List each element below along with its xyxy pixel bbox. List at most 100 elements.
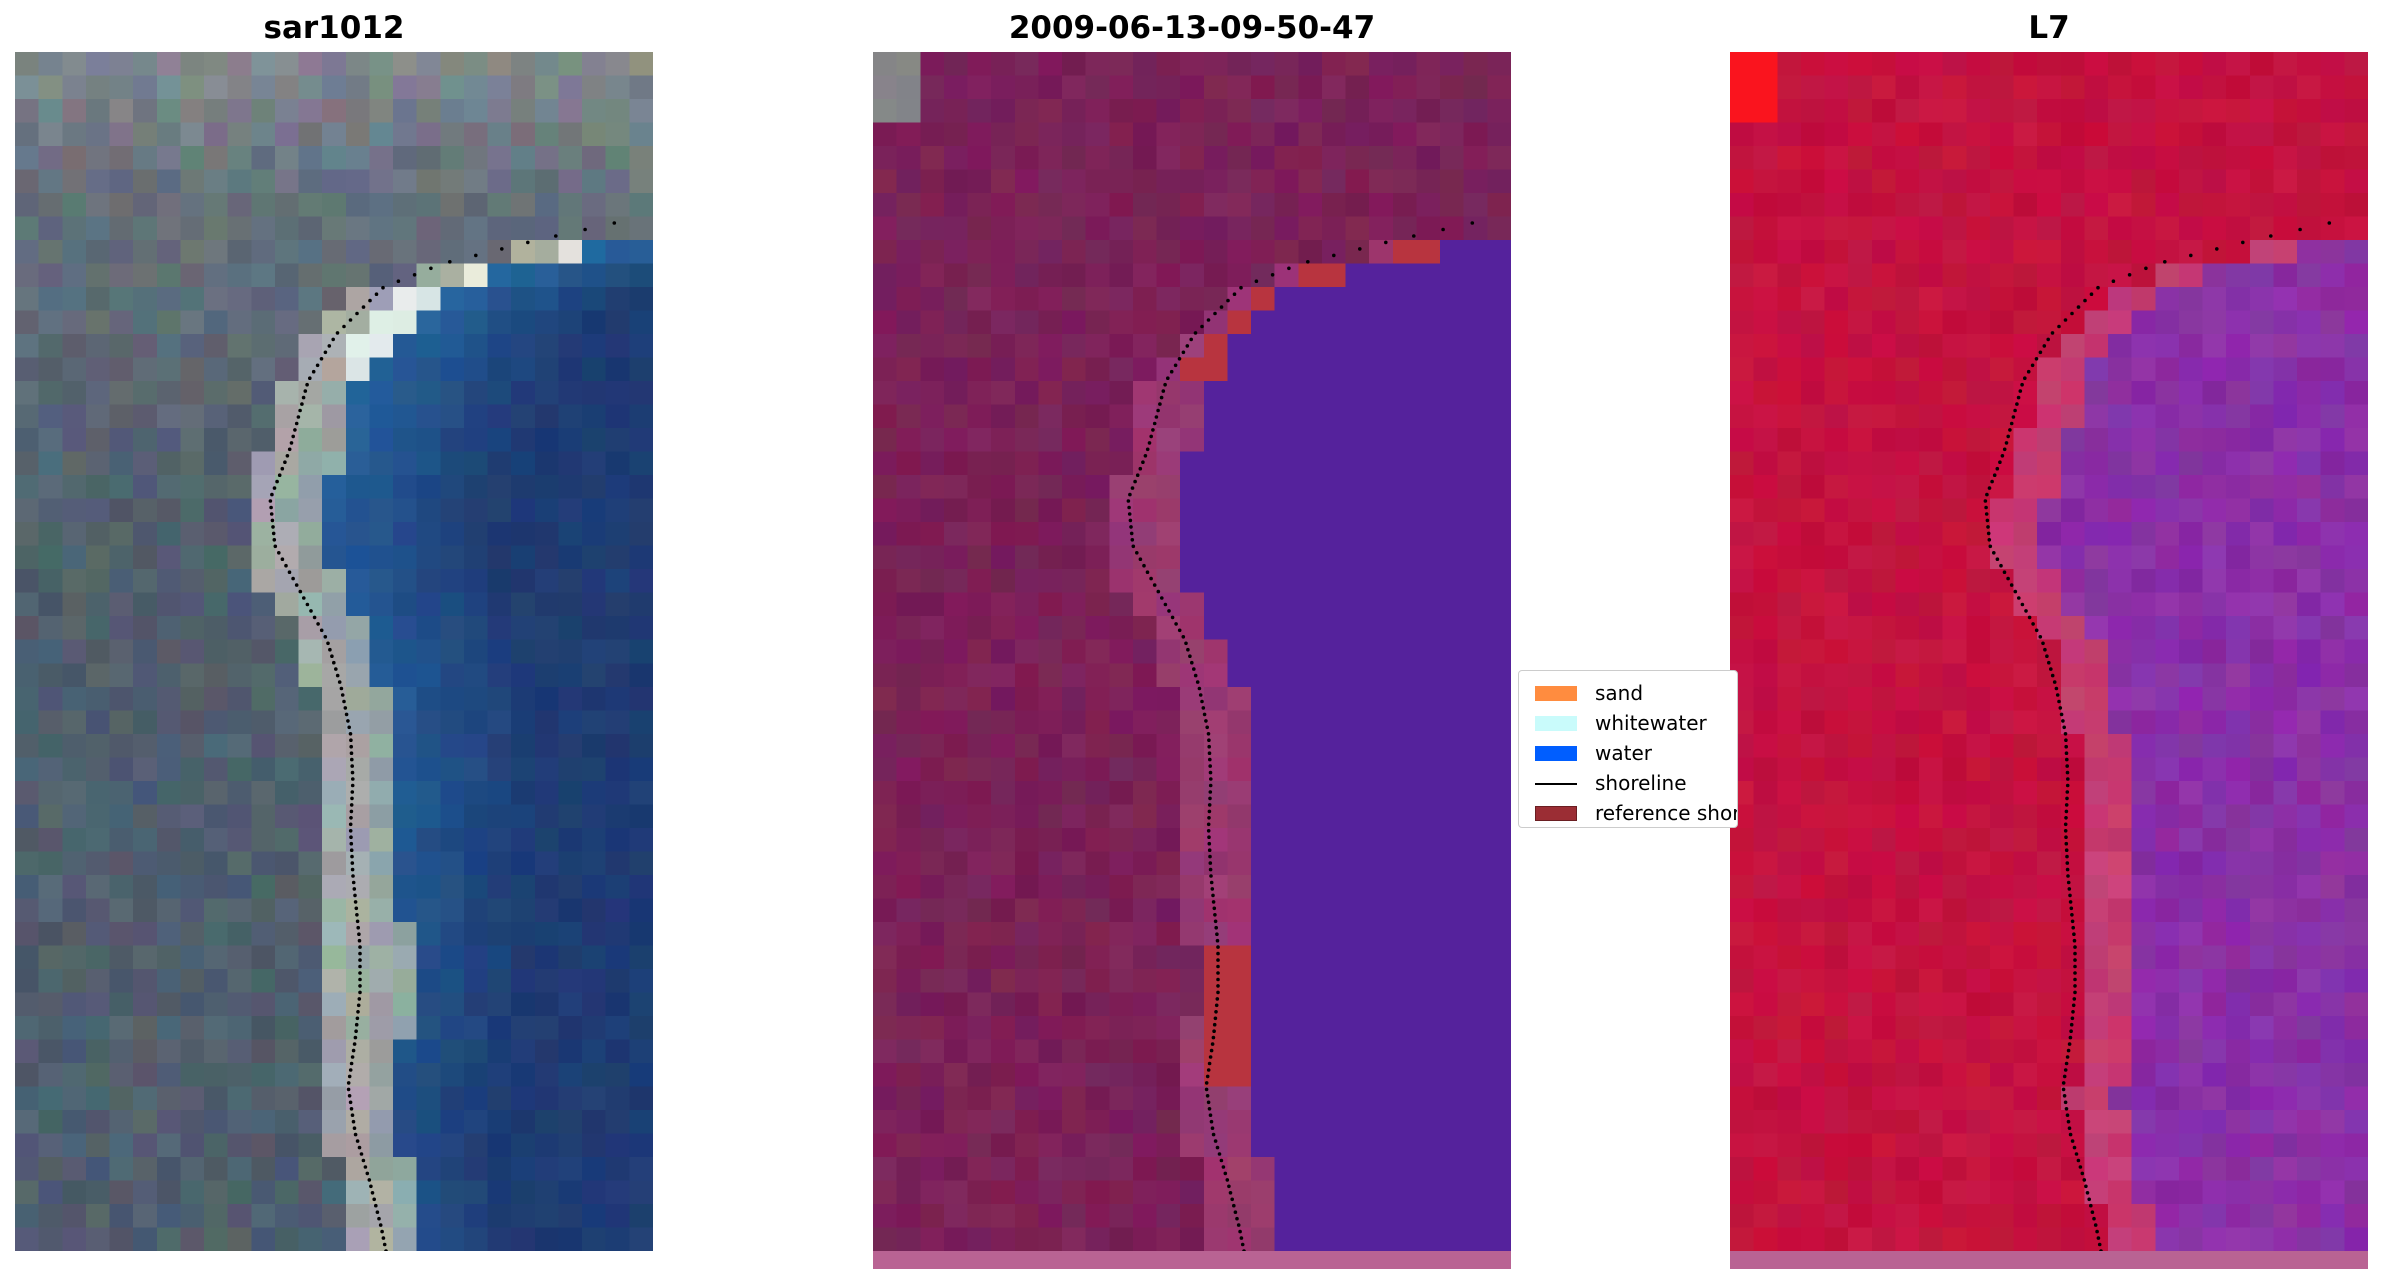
- shoreline-point: [2065, 867, 2070, 872]
- shoreline-point: [2067, 1126, 2072, 1130]
- sand-swatch: [1535, 686, 1577, 701]
- shoreline-point: [2061, 719, 2065, 723]
- shoreline-point: [344, 712, 349, 717]
- shoreline-point: [305, 602, 310, 607]
- reference-shoreline-band: [1730, 1251, 2368, 1269]
- shoreline-point: [500, 247, 504, 251]
- shoreline-point: [1163, 602, 1168, 607]
- shoreline-point: [2066, 1119, 2071, 1124]
- shoreline-point: [1133, 479, 1137, 484]
- shoreline-point: [1129, 531, 1134, 536]
- shoreline-point: [1211, 1132, 1216, 1137]
- shoreline-point: [2087, 1197, 2091, 1202]
- reference-shoreline-swatch: [1535, 806, 1577, 821]
- shoreline-point: [1227, 1184, 1231, 1189]
- shoreline-point: [1170, 615, 1175, 620]
- shoreline-point: [2072, 932, 2076, 936]
- shoreline-point: [2066, 1048, 2071, 1053]
- shoreline-point: [1216, 971, 1220, 975]
- shoreline-point: [2058, 706, 2063, 710]
- shoreline-point: [350, 757, 354, 762]
- shoreline-point: [2072, 938, 2077, 943]
- shoreline-point: [340, 693, 345, 697]
- shoreline-point: [1190, 660, 1194, 665]
- shoreline-point: [1209, 1119, 1214, 1124]
- shoreline-point: [294, 583, 299, 587]
- shoreline-point: [2066, 874, 2070, 878]
- shoreline-point: [1193, 331, 1198, 335]
- shoreline-point: [1177, 628, 1182, 633]
- shoreline-point: [271, 525, 275, 529]
- shoreline-point: [2069, 906, 2074, 911]
- shoreline-point: [342, 699, 346, 704]
- legend-item-sand: sand: [1527, 679, 1737, 707]
- shoreline-point: [270, 518, 275, 523]
- shoreline-point: [2002, 447, 2007, 452]
- shoreline-point: [1204, 719, 1208, 723]
- shoreline-point: [1212, 1029, 1216, 1033]
- shoreline-point: [1185, 344, 1190, 348]
- shoreline-point: [2089, 1203, 2093, 1208]
- shoreline-point: [1208, 764, 1212, 768]
- shoreline-point: [396, 279, 401, 283]
- shoreline-point: [2065, 770, 2070, 775]
- shoreline-point: [1206, 829, 1211, 833]
- shoreline-point: [1173, 363, 1178, 368]
- legend: sand whitewater water shoreline referenc…: [1518, 670, 1738, 828]
- shoreline-point: [374, 1203, 378, 1208]
- shoreline-point: [2096, 285, 2100, 290]
- shoreline-point: [346, 1081, 351, 1085]
- shoreline-point: [2071, 1003, 2076, 1008]
- shoreline-point: [2070, 1016, 2075, 1021]
- shoreline-point: [2020, 602, 2025, 607]
- shoreline-point: [2097, 1242, 2102, 1247]
- shoreline-point: [1207, 751, 1212, 755]
- shoreline-overlay: [1126, 221, 1475, 1251]
- shoreline-point: [2215, 247, 2219, 251]
- shoreline-point: [1131, 544, 1136, 549]
- shoreline-point: [316, 622, 320, 626]
- shoreline-point: [361, 1158, 366, 1163]
- shoreline-point: [1215, 932, 1219, 936]
- shoreline-point: [298, 589, 303, 594]
- shoreline-point: [351, 1119, 356, 1124]
- shoreline-point: [1213, 1139, 1218, 1143]
- shoreline-point: [2064, 751, 2069, 755]
- shoreline-point: [291, 434, 296, 439]
- shoreline-point: [351, 777, 355, 781]
- shoreline-point: [302, 596, 306, 600]
- legend-label-sand: sand: [1595, 681, 1644, 705]
- shoreline-point: [301, 395, 306, 400]
- shoreline-point: [2057, 324, 2061, 329]
- shoreline-point: [349, 751, 354, 755]
- shoreline-point: [1217, 1152, 1222, 1156]
- shoreline-point: [2090, 1210, 2095, 1214]
- whitewater-swatch: [1535, 716, 1577, 731]
- shoreline-point: [1207, 848, 1212, 852]
- shoreline-point: [349, 803, 354, 807]
- shoreline-point: [2006, 576, 2010, 581]
- shoreline-point: [2073, 951, 2077, 956]
- shoreline-point: [300, 402, 304, 406]
- shoreline-point: [1205, 725, 1209, 730]
- panel-title-index: L7: [2028, 10, 2070, 46]
- shoreline-point: [2269, 234, 2273, 238]
- shoreline-point: [350, 1055, 355, 1059]
- shoreline-point: [287, 447, 292, 452]
- shoreline-point: [323, 350, 328, 355]
- shoreline-point: [2070, 913, 2074, 917]
- shoreline-point: [1332, 253, 1336, 258]
- shoreline-point: [2065, 757, 2069, 762]
- shoreline-point: [1208, 861, 1213, 865]
- shoreline-point: [1147, 441, 1152, 445]
- shoreline-point: [1213, 311, 1217, 316]
- shoreline-point: [312, 615, 317, 620]
- shoreline-point: [2064, 809, 2069, 814]
- shoreline-point: [363, 1165, 368, 1169]
- shoreline-point: [2059, 712, 2064, 717]
- shoreline-point: [2073, 958, 2077, 962]
- shoreline-point: [2061, 1087, 2066, 1092]
- shoreline-point: [2041, 641, 2045, 646]
- shoreline-point: [2083, 298, 2087, 303]
- shoreline-point: [1213, 1016, 1218, 1021]
